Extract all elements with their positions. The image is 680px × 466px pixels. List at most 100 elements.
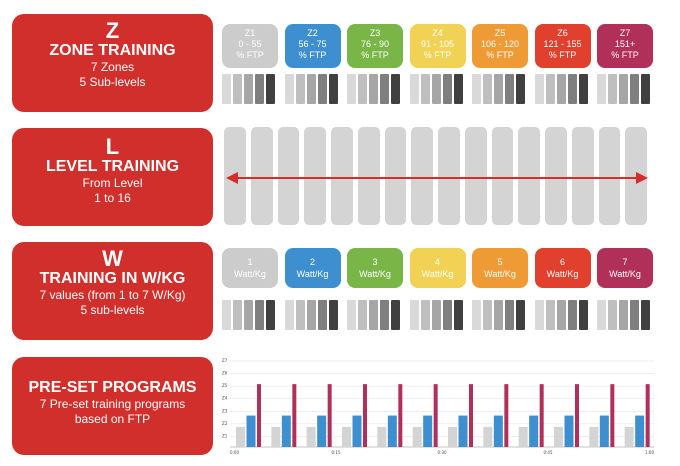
panel-subtitle: 7 values (from 1 to 7 W/Kg): [39, 288, 186, 302]
zone-name: Z3: [369, 28, 381, 38]
watt-unit: Watt/Kg: [234, 269, 266, 279]
program-bar: [327, 384, 332, 447]
zone-sublevels: [409, 74, 463, 104]
sublevel-bar: [266, 300, 275, 330]
zone-range: 121 - 155: [543, 39, 582, 49]
watt-value: 7: [622, 257, 628, 267]
level-column: [277, 127, 300, 225]
program-bar: [539, 384, 544, 447]
preset-programs-panel: PRE-SET PROGRAMS 7 Pre-set training prog…: [12, 357, 213, 455]
sublevel-bar: [306, 300, 316, 330]
sublevel-bar: [266, 74, 275, 104]
zone-range: 151+: [614, 39, 636, 49]
level-column: [545, 127, 567, 225]
program-bar: [292, 384, 297, 447]
level-column: [250, 127, 273, 225]
program-bar: [398, 384, 403, 447]
panel-subtitle: 7 Pre-set training programs: [39, 397, 186, 411]
watt-card: 7 Watt/Kg: [597, 248, 653, 288]
zone-card: Z7 151+% FTP: [597, 24, 653, 68]
sublevel-bar: [505, 300, 514, 330]
watt-value: 2: [309, 257, 315, 267]
program-bar: [564, 415, 574, 447]
zone-sublevels: [347, 74, 400, 104]
program-bar: [306, 426, 316, 447]
zone-unit: % FTP: [486, 50, 514, 60]
sublevel-bar: [556, 74, 566, 104]
sublevel-bar: [597, 74, 606, 104]
program-bar: [281, 415, 291, 447]
sublevel-bar: [255, 74, 264, 104]
y-tick-label: Z1: [222, 433, 228, 438]
panel-subtitle: 1 to 16: [94, 191, 131, 205]
zone-card: Z2 56 - 75% FTP: [284, 24, 341, 68]
watt-unit: Watt/Kg: [484, 269, 516, 279]
zone-card: Z1 0 - 55% FTP: [222, 24, 278, 68]
sublevel-bar: [409, 74, 419, 104]
level-column: [357, 127, 380, 225]
panel-subtitle: 5 sub-levels: [80, 303, 145, 317]
level-training-panel: L LEVEL TRAINING From Level 1 to 16: [12, 128, 213, 226]
watt-unit: Watt/Kg: [609, 269, 641, 279]
program-bar: [423, 415, 433, 447]
watt-card: 1 Watt/Kg: [222, 248, 278, 288]
program-bar: [412, 426, 422, 447]
zone-card: Z4 91 - 105% FTP: [409, 24, 466, 68]
panel-subtitle: based on FTP: [74, 412, 151, 426]
watt-value: 5: [497, 257, 503, 267]
program-bar: [518, 426, 528, 447]
sublevel-bar: [641, 300, 650, 330]
sublevel-bar: [420, 74, 430, 104]
sublevel-bar: [578, 74, 588, 104]
watt-card: 2 Watt/Kg: [284, 248, 341, 288]
program-bar: [363, 384, 367, 447]
level-range-arrow: [226, 172, 648, 184]
zone-unit: % FTP: [548, 50, 577, 60]
sublevel-bar: [244, 74, 253, 104]
sublevel-bar: [431, 300, 441, 330]
sublevel-bar: [409, 300, 419, 330]
x-tick-label: 0:00: [230, 450, 239, 455]
program-bar: [469, 384, 473, 447]
zone-training-panel: Z ZONE TRAINING 7 Zones 5 Sub-levels: [12, 14, 213, 112]
program-bar: [257, 384, 261, 447]
x-tick-label: 0:45: [544, 450, 553, 455]
y-tick-label: Z6: [222, 371, 228, 376]
panel-subtitle: 7 Zones: [90, 60, 135, 74]
sublevel-bar: [233, 300, 242, 330]
program-bar: [271, 426, 281, 447]
program-bar: [493, 415, 503, 447]
zone-unit: % FTP: [298, 50, 327, 60]
watt-value: 1: [247, 257, 253, 267]
level-column: [438, 127, 460, 225]
sublevel-bar: [483, 74, 492, 104]
program-bar: [458, 415, 468, 447]
sublevel-bar: [534, 74, 544, 104]
x-tick-label: 0:30: [438, 450, 447, 455]
program-bar: [448, 426, 457, 447]
sublevel-bar: [472, 300, 481, 330]
sublevel-bar: [567, 74, 577, 104]
watt-sublevels: [534, 300, 588, 330]
y-tick-label: Z4: [222, 396, 228, 401]
sublevel-bar: [483, 300, 492, 330]
zone-card: Z6 121 - 155% FTP: [534, 24, 591, 68]
y-tick-label: Z3: [222, 408, 228, 413]
zone-range: 76 - 90: [360, 39, 390, 49]
watt-card: 6 Watt/Kg: [534, 248, 591, 288]
program-bar: [635, 415, 645, 447]
program-bar: [246, 415, 256, 447]
sublevel-bar: [317, 74, 327, 104]
sublevel-bar: [545, 300, 555, 330]
watt-unit: Watt/Kg: [421, 269, 454, 279]
zone-unit: % FTP: [423, 50, 452, 60]
zone-range: 91 - 105: [420, 39, 455, 49]
sublevel-bar: [391, 300, 400, 330]
panel-subtitle: 5 Sub-levels: [79, 75, 146, 89]
sublevel-bar: [608, 74, 617, 104]
panel-subtitle: From Level: [82, 176, 143, 190]
sublevel-bar: [233, 74, 242, 104]
zone-name: Z1: [244, 28, 256, 38]
level-column: [331, 127, 353, 225]
sublevel-bar: [306, 74, 316, 104]
